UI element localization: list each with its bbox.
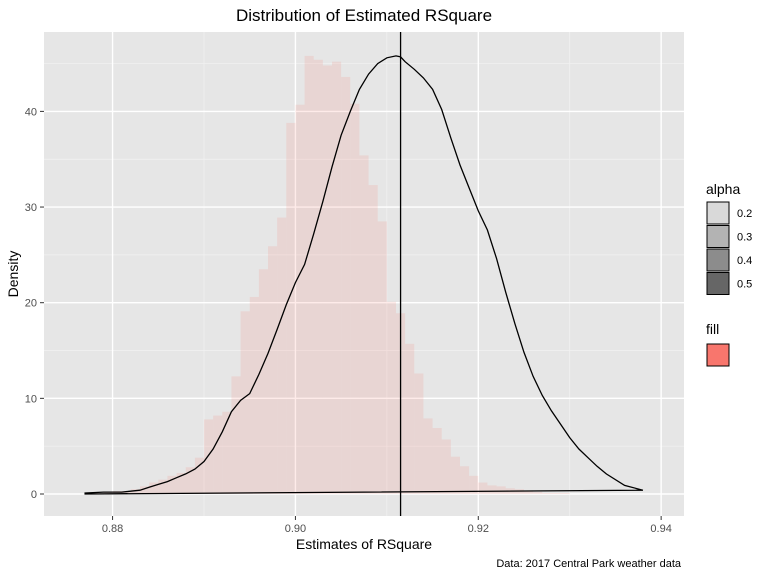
x-tick-label: 0.92 <box>468 523 489 535</box>
histogram-bar <box>103 492 113 494</box>
legend-alpha-swatch <box>706 272 730 295</box>
chart-title: Distribution of Estimated RSquare <box>236 6 492 25</box>
legend-alpha-label: 0.3 <box>737 232 752 244</box>
histogram-bar <box>304 55 314 494</box>
x-axis-ticks: 0.88 0.90 0.92 0.94 <box>102 516 672 535</box>
legend: alpha 0.2 0.3 0.4 0.5 fill <box>706 181 752 367</box>
histogram-bar <box>368 185 378 495</box>
histogram-bar <box>268 246 278 494</box>
minor-gridlines <box>44 32 684 516</box>
plot-panel <box>44 32 684 516</box>
major-gridlines <box>44 32 684 516</box>
histogram-bar <box>386 301 396 494</box>
histogram-bar <box>167 475 177 494</box>
histogram-bar <box>286 122 296 494</box>
histogram-bar <box>350 103 360 494</box>
legend-fill-title: fill <box>706 321 719 337</box>
legend-alpha-title: alpha <box>706 181 740 197</box>
legend-alpha-label: 0.5 <box>737 279 752 291</box>
histogram-bar <box>231 376 241 494</box>
histogram-bar <box>185 467 195 494</box>
chart-caption: Data: 2017 Central Park weather data <box>496 558 682 570</box>
histogram-bar <box>130 489 140 494</box>
histogram-bar <box>524 491 534 494</box>
legend-fill-swatch <box>706 343 730 367</box>
histogram-bar <box>359 155 369 495</box>
histogram-bar <box>551 493 561 494</box>
histogram-bar <box>377 221 387 495</box>
histogram-bar <box>204 419 214 494</box>
histogram-bar <box>478 482 488 494</box>
histogram-bar <box>295 104 305 495</box>
histogram-bar <box>469 475 479 494</box>
y-axis-ticks: 0 10 20 30 40 <box>25 106 44 501</box>
histogram-bar <box>542 493 552 494</box>
histogram-bars <box>85 55 570 495</box>
histogram-bar <box>414 373 424 494</box>
x-tick-label: 0.94 <box>650 523 671 535</box>
y-tick-label: 10 <box>25 393 37 405</box>
histogram-bar <box>341 76 351 495</box>
histogram-bar <box>405 343 415 494</box>
histogram-bar <box>423 418 433 494</box>
y-tick-label: 40 <box>25 106 37 118</box>
histogram-bar <box>121 491 131 494</box>
histogram-bar <box>332 61 342 495</box>
legend-alpha-swatch <box>706 201 730 225</box>
histogram-bar <box>322 65 332 494</box>
legend-alpha-swatch <box>706 225 730 248</box>
y-axis-title: Density <box>5 251 21 298</box>
x-axis-title: Estimates of RSquare <box>296 536 432 552</box>
histogram-bar <box>140 486 150 494</box>
histogram-bar <box>277 217 287 494</box>
legend-alpha-swatch <box>706 248 730 272</box>
x-tick-label: 0.88 <box>102 523 123 535</box>
legend-alpha-items: 0.2 0.3 0.4 0.5 <box>706 201 752 295</box>
legend-alpha-label: 0.4 <box>737 255 752 267</box>
histogram-bar <box>496 486 506 494</box>
histogram-bar <box>176 472 186 494</box>
histogram-bar <box>450 456 460 494</box>
histogram-bar <box>460 466 470 494</box>
histogram-bar <box>240 311 250 494</box>
x-tick-label: 0.90 <box>285 523 306 535</box>
legend-alpha-label: 0.2 <box>737 208 752 220</box>
histogram-bar <box>560 493 570 494</box>
histogram-bar <box>249 296 259 494</box>
histogram-bar <box>213 415 223 494</box>
histogram-bar <box>487 485 497 494</box>
histogram-bar <box>432 428 442 494</box>
histogram-bar <box>222 411 232 494</box>
histogram-bar <box>313 59 323 494</box>
histogram-bar <box>149 482 159 494</box>
y-tick-label: 20 <box>25 298 37 310</box>
histogram-bar <box>441 439 451 494</box>
histogram-bar <box>158 479 168 494</box>
y-tick-label: 0 <box>31 489 37 501</box>
histogram-bar <box>258 269 268 494</box>
density-curve <box>84 55 644 495</box>
y-tick-label: 30 <box>25 202 37 214</box>
histogram-bar <box>533 492 543 494</box>
histogram-bar <box>194 457 204 494</box>
